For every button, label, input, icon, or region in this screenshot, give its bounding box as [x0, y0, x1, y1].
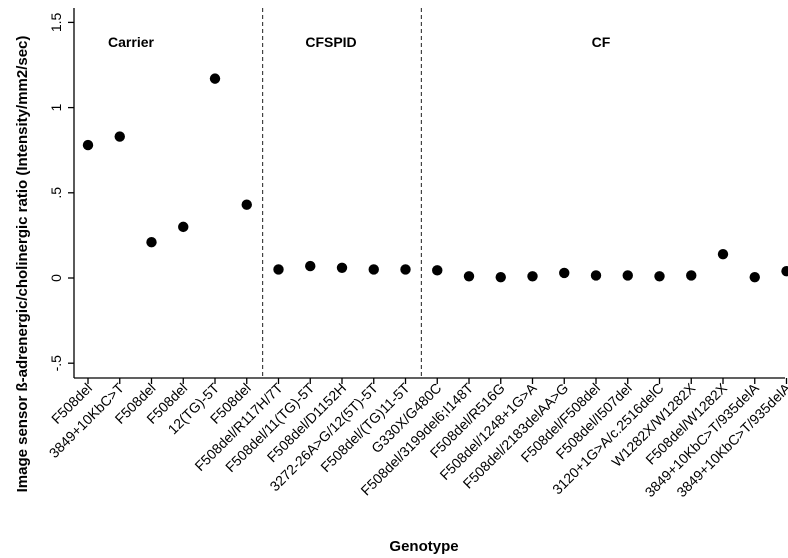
data-point [591, 270, 601, 280]
group-labels: Carrier CFSPID CF [108, 34, 611, 50]
y-tick-label: -.5 [48, 355, 64, 372]
data-point [654, 271, 664, 281]
data-point [559, 268, 569, 278]
data-point [242, 200, 252, 210]
group-label: CF [592, 34, 611, 50]
data-point [781, 266, 788, 276]
data-point [115, 131, 125, 141]
group-label: CFSPID [305, 34, 356, 50]
data-point [305, 261, 315, 271]
data-point [337, 263, 347, 273]
data-point [178, 222, 188, 232]
data-point [623, 270, 633, 280]
y-axis: -.5 0 .5 1 1.5 [48, 12, 74, 371]
data-point [273, 264, 283, 274]
group-separators [263, 8, 422, 378]
y-tick-label: 0 [48, 274, 64, 282]
data-point [146, 237, 156, 247]
data-point [496, 272, 506, 282]
data-point [400, 264, 410, 274]
data-point [83, 140, 93, 150]
data-point [464, 271, 474, 281]
x-axis: F508del3849+10KbC>TF508delF508del12(TG)-… [46, 378, 788, 500]
y-tick-label: 1.5 [48, 12, 64, 32]
data-point [750, 272, 760, 282]
y-tick-label: .5 [48, 187, 64, 199]
data-points [83, 73, 788, 282]
y-tick-label: 1 [48, 103, 64, 111]
data-point [686, 270, 696, 280]
group-label: Carrier [108, 34, 154, 50]
data-point [718, 249, 728, 259]
data-point [527, 271, 537, 281]
data-point [432, 265, 442, 275]
data-point [210, 73, 220, 83]
plot-frame [74, 8, 785, 378]
x-axis-title: Genotype [389, 538, 458, 555]
y-axis-title: Image sensor ß-adrenergic/cholinergic ra… [14, 36, 31, 493]
data-point [369, 264, 379, 274]
